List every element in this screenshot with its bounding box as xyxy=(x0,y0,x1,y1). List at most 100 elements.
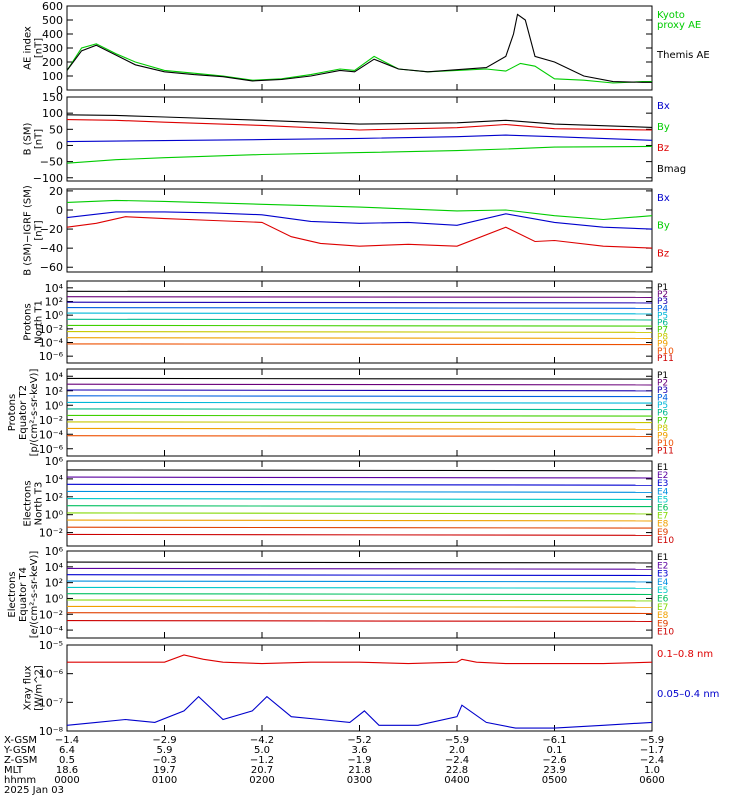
legend-label: P10 xyxy=(657,347,674,357)
panel-frame xyxy=(66,644,653,732)
legend-label: Bz xyxy=(657,143,669,154)
footer-cell: −1.9 xyxy=(347,755,371,766)
legend-label: E2 xyxy=(657,561,668,571)
y-axis-label: [W/m^2] xyxy=(34,665,45,711)
legend-label: By xyxy=(657,221,670,232)
y-axis-label: [nT] xyxy=(34,38,45,58)
footer-cell: 23.9 xyxy=(543,765,565,776)
legend-label: By xyxy=(657,122,670,133)
y-axis-label: Electrons xyxy=(23,480,34,526)
y-axis-label: Equator T2 xyxy=(18,385,29,440)
panel-frame xyxy=(66,280,653,364)
footer-cell: 0400 xyxy=(444,775,469,786)
y-tick-label: 10⁻² xyxy=(39,608,63,621)
series-line-p2 xyxy=(66,296,653,298)
legend-label: P2 xyxy=(657,379,668,389)
y-tick-label: 100 xyxy=(42,107,63,120)
panel-frame xyxy=(66,460,653,547)
footer-cell: −5.9 xyxy=(445,735,469,746)
legend-label: E1 xyxy=(657,553,668,563)
y-axis-label: North T1 xyxy=(34,300,45,344)
series-line-e7 xyxy=(66,599,653,602)
footer-cell: −5.9 xyxy=(640,735,664,746)
legend-label: P7 xyxy=(657,416,668,426)
footer-cell: 0200 xyxy=(249,775,274,786)
y-tick-label: 50 xyxy=(49,123,63,136)
footer-cell: −4.2 xyxy=(250,735,274,746)
legend-label: 0.1–0.8 nm xyxy=(657,649,713,660)
legend-label: P10 xyxy=(657,439,674,449)
series-line-p8 xyxy=(66,421,653,424)
footer-cell: 19.7 xyxy=(153,765,175,776)
series-line-p5 xyxy=(66,401,653,404)
y-tick-label: 10⁶ xyxy=(45,455,64,468)
series-line-e8 xyxy=(66,519,653,522)
y-tick-label: 10⁻⁶ xyxy=(39,443,64,456)
y-axis-label: AE index xyxy=(23,26,34,70)
legend-label: P9 xyxy=(657,431,668,441)
series-line-by xyxy=(66,145,653,164)
series-line-p10 xyxy=(66,343,653,346)
footer-cell: 0100 xyxy=(152,775,177,786)
footer-cell: 1.0 xyxy=(644,765,660,776)
panel-1-series xyxy=(66,13,652,84)
y-axis-label: B (SM) xyxy=(23,122,34,155)
legend-label: E4 xyxy=(657,578,669,588)
series-line-e1 xyxy=(66,469,653,472)
legend-label: E6 xyxy=(657,595,669,605)
y-tick-label: 10⁰ xyxy=(45,592,64,605)
series-line-e5 xyxy=(66,498,653,501)
y-tick-label: 10⁴ xyxy=(45,370,64,383)
series-line-p9 xyxy=(66,427,653,430)
y-tick-label: 20 xyxy=(49,185,63,198)
y-tick-label: 10⁻⁶ xyxy=(39,350,64,363)
legend-label: E8 xyxy=(657,520,669,530)
series-line-themis-ae xyxy=(66,13,652,83)
panel-4-series xyxy=(66,290,653,346)
y-tick-label: 10⁻⁸ xyxy=(39,725,64,738)
y-tick-label: 10² xyxy=(45,296,63,309)
footer-cell: 6.4 xyxy=(59,745,75,756)
y-tick-label: 400 xyxy=(42,28,63,41)
series-line-p10 xyxy=(66,435,653,437)
footer-cell: −1.7 xyxy=(640,745,664,756)
series-line-e2 xyxy=(66,567,653,570)
series-line-e8 xyxy=(66,605,653,608)
legend-label: E8 xyxy=(657,611,669,621)
panel-frame xyxy=(66,5,653,91)
legend-label: P4 xyxy=(657,394,668,404)
panel-7: 10⁶ 10⁴ 10² 10⁰ 10⁻² 10⁻⁴ Electrons Equator T4[… xyxy=(7,545,674,639)
y-axis-label: Equator T4 xyxy=(18,567,29,622)
footer-cell: −6.1 xyxy=(542,735,566,746)
footer-cell: 0.5 xyxy=(59,755,75,766)
footer-cell: 3.6 xyxy=(352,745,368,756)
series-line-bz xyxy=(66,119,653,131)
footer-cell: 0.1 xyxy=(547,745,563,756)
series-line-bmag xyxy=(66,114,653,128)
legend-label: E10 xyxy=(657,628,674,638)
legend-label: P7 xyxy=(657,326,668,336)
series-line-p4 xyxy=(66,307,653,309)
legend-label: 0.05–0.4 nm xyxy=(657,689,719,700)
footer-cell: 0300 xyxy=(347,775,372,786)
legend-label: Bx xyxy=(657,193,670,204)
legend-label: E2 xyxy=(657,471,668,481)
panel-6-series xyxy=(66,469,653,536)
legend-label: E5 xyxy=(657,495,668,505)
series-line-e3 xyxy=(66,483,653,486)
footer-cell: −2.4 xyxy=(640,755,664,766)
series-line-p8 xyxy=(66,331,653,333)
series-line-p3 xyxy=(66,301,653,304)
footer-row-label: hhmm xyxy=(4,775,36,786)
footer-row-label: X-GSM xyxy=(4,735,37,746)
legend-label: P5 xyxy=(657,311,668,321)
y-tick-label: 10⁶ xyxy=(45,545,64,558)
series-line-p2 xyxy=(66,383,653,386)
series-line-e7 xyxy=(66,512,653,515)
legend-label: E5 xyxy=(657,586,668,596)
legend-label: P9 xyxy=(657,340,668,350)
footer-row-label: Y-GSM xyxy=(3,745,36,756)
legend-label: E3 xyxy=(657,479,668,489)
legend-label: P11 xyxy=(657,446,674,456)
series-line-e10 xyxy=(66,620,653,622)
